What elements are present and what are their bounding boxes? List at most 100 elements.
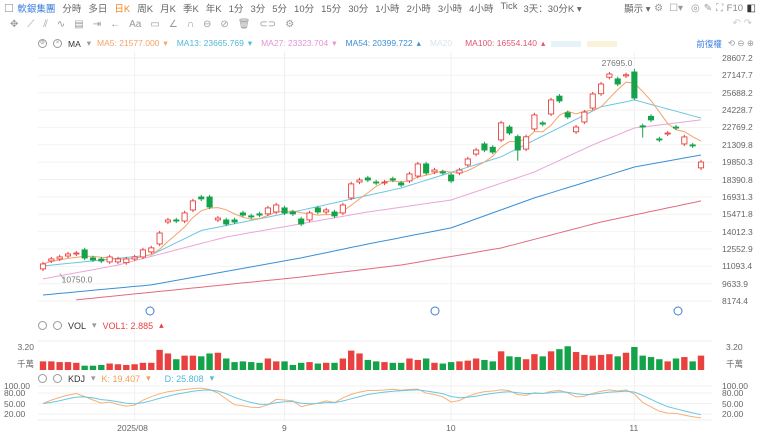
tab-12[interactable]: 30分 [348, 4, 369, 15]
panel-toggle-icon[interactable]: ◧ [746, 2, 756, 14]
volume-bar [123, 364, 130, 370]
kdj-name[interactable]: KDJ [68, 373, 86, 384]
ma13-line [42, 99, 702, 267]
tab-3[interactable]: 周K [137, 4, 154, 15]
settings-small-icon[interactable]: ⚙ [38, 39, 47, 48]
trash-icon[interactable]: 🗑 [237, 19, 251, 30]
ma-legend-item[interactable]: MA13: 23665.769 ▾ [177, 38, 252, 49]
kdj-tick-label: 80.00 [722, 388, 744, 398]
close-indicator-icon[interactable] [53, 321, 62, 330]
tab-0[interactable]: 分時 [62, 4, 82, 15]
volume-bar [139, 362, 147, 370]
close-indicator-icon[interactable] [53, 374, 62, 383]
candle-body [389, 178, 396, 181]
candle-body [381, 181, 388, 184]
ma-legend-item[interactable]: MA20 [430, 38, 456, 49]
channel-tool-icon[interactable]: ⫽ [43, 19, 48, 30]
text-tool-icon[interactable]: Aa [129, 19, 142, 30]
candle-body [206, 196, 213, 208]
tab-9[interactable]: 5分 [272, 4, 288, 15]
ma-legend-item[interactable]: MA100: 16554.140 ▴ [465, 38, 545, 49]
fullscreen-icon[interactable]: ⛶ [716, 2, 724, 14]
sidebar-toggle-icon[interactable]: ☐ [4, 2, 14, 15]
close-indicator-icon[interactable]: × [53, 39, 62, 48]
ma-legend-item[interactable]: MA27: 23323.704 ▾ [261, 38, 336, 49]
settings-icon[interactable]: ⚙ [285, 19, 295, 30]
candle-body [231, 219, 238, 223]
tab-13[interactable]: 1小時 [375, 4, 400, 15]
high-annotation: 27695.0 [602, 58, 633, 68]
low-annotation: 10750.0 [62, 274, 93, 284]
stock-name[interactable]: 軟銀集團 [17, 4, 56, 15]
volume-bar [306, 362, 313, 370]
eye-icon[interactable]: ⊖ [202, 19, 212, 30]
settings-small-icon[interactable] [38, 321, 47, 330]
candle-body [39, 263, 47, 270]
candle-body [73, 252, 80, 255]
candle-body [423, 163, 430, 174]
tab-6[interactable]: 年K [205, 4, 222, 15]
undo-icon[interactable]: ↶ [732, 18, 741, 29]
redo-icon[interactable]: ↷ [743, 18, 752, 29]
tab-4[interactable]: 月K [160, 4, 176, 15]
volume-bar [239, 361, 247, 370]
line-tool-icon[interactable]: ⟋ [27, 19, 35, 30]
fib-tool-icon[interactable]: ▤ [74, 19, 84, 30]
hide-icon[interactable]: ⊘ [220, 19, 229, 30]
move-icon[interactable]: ✥ [10, 19, 19, 30]
volume-bar [697, 355, 705, 370]
volume-bar [572, 352, 580, 370]
tab-7[interactable]: 1分 [228, 4, 244, 15]
volume-bar [248, 362, 255, 370]
candle-body [514, 136, 521, 151]
adjust-mode[interactable]: 前復權 [696, 38, 722, 49]
tab-17[interactable]: Tick [500, 1, 518, 12]
tab-10[interactable]: 10分 [294, 4, 315, 15]
candle-body [373, 181, 380, 184]
wave-tool-icon[interactable]: ∿ [56, 19, 66, 30]
magnet-icon[interactable]: ∩ [186, 19, 194, 30]
vol-name[interactable]: VOL [68, 320, 87, 331]
pencil-icon[interactable]: ✎ [703, 2, 713, 14]
tab-11[interactable]: 15分 [321, 4, 342, 15]
camera-icon[interactable]: ◎ [691, 2, 700, 14]
ruler-icon[interactable]: ∠ [168, 19, 178, 30]
settings-icon[interactable]: ⚙ [654, 2, 664, 14]
ma-legend-item[interactable]: MA54: 20399.722 ▴ [345, 38, 420, 49]
multi-day-select[interactable]: 3天：30分K ▾ [523, 4, 582, 15]
candle-body [156, 232, 163, 245]
tab-15[interactable]: 3小時 [437, 4, 463, 15]
hidden-ma-item[interactable] [587, 40, 618, 47]
note-tool-icon[interactable]: ▭ [150, 19, 160, 30]
legend-controls[interactable]: ⟲ ⊖ ⊕ [727, 38, 754, 48]
tab-16[interactable]: 4小時 [469, 4, 494, 15]
ma-legend-item[interactable]: MA5: 21577.000 ▾ [97, 38, 168, 49]
candle-body [439, 171, 446, 174]
volume-bar [472, 358, 480, 370]
indicator-name[interactable]: MA [68, 38, 81, 49]
volume-bar [422, 358, 430, 370]
volume-bar [447, 362, 455, 370]
link-icon[interactable]: ⊂⊃ [259, 19, 277, 30]
vol-axis-top-right: 3.20 [726, 342, 743, 352]
display-dropdown[interactable]: 顯示 ▾ [624, 4, 651, 15]
volume-bar [48, 361, 55, 370]
period-tabs: 分時 多日 日K 周K 月K 季K 年K 1分 3分 5分 10分 15分 30分 1小時 2小時 3小時 4小… [59, 1, 520, 15]
tab-8[interactable]: 3分 [250, 4, 266, 15]
measure-tool-icon[interactable]: ⇥ [92, 19, 102, 30]
tab-1[interactable]: 多日 [88, 4, 108, 15]
kdj-tick-label: 20.00 [4, 409, 26, 419]
f10-button[interactable]: F10 [726, 2, 744, 14]
candle-body [256, 213, 263, 216]
tab-14[interactable]: 2小時 [406, 4, 431, 15]
arrow-tool-icon[interactable]: ← [110, 19, 121, 30]
layout-select-icon[interactable]: ☐▾ [669, 2, 684, 14]
tab-5[interactable]: 季K [182, 4, 199, 15]
hidden-ma-item[interactable] [551, 40, 582, 47]
settings-small-icon[interactable] [38, 374, 47, 383]
volume-bar [223, 358, 230, 370]
tab-2[interactable]: 日K [114, 4, 131, 15]
candle-body [81, 249, 88, 259]
candle-body [56, 256, 63, 260]
